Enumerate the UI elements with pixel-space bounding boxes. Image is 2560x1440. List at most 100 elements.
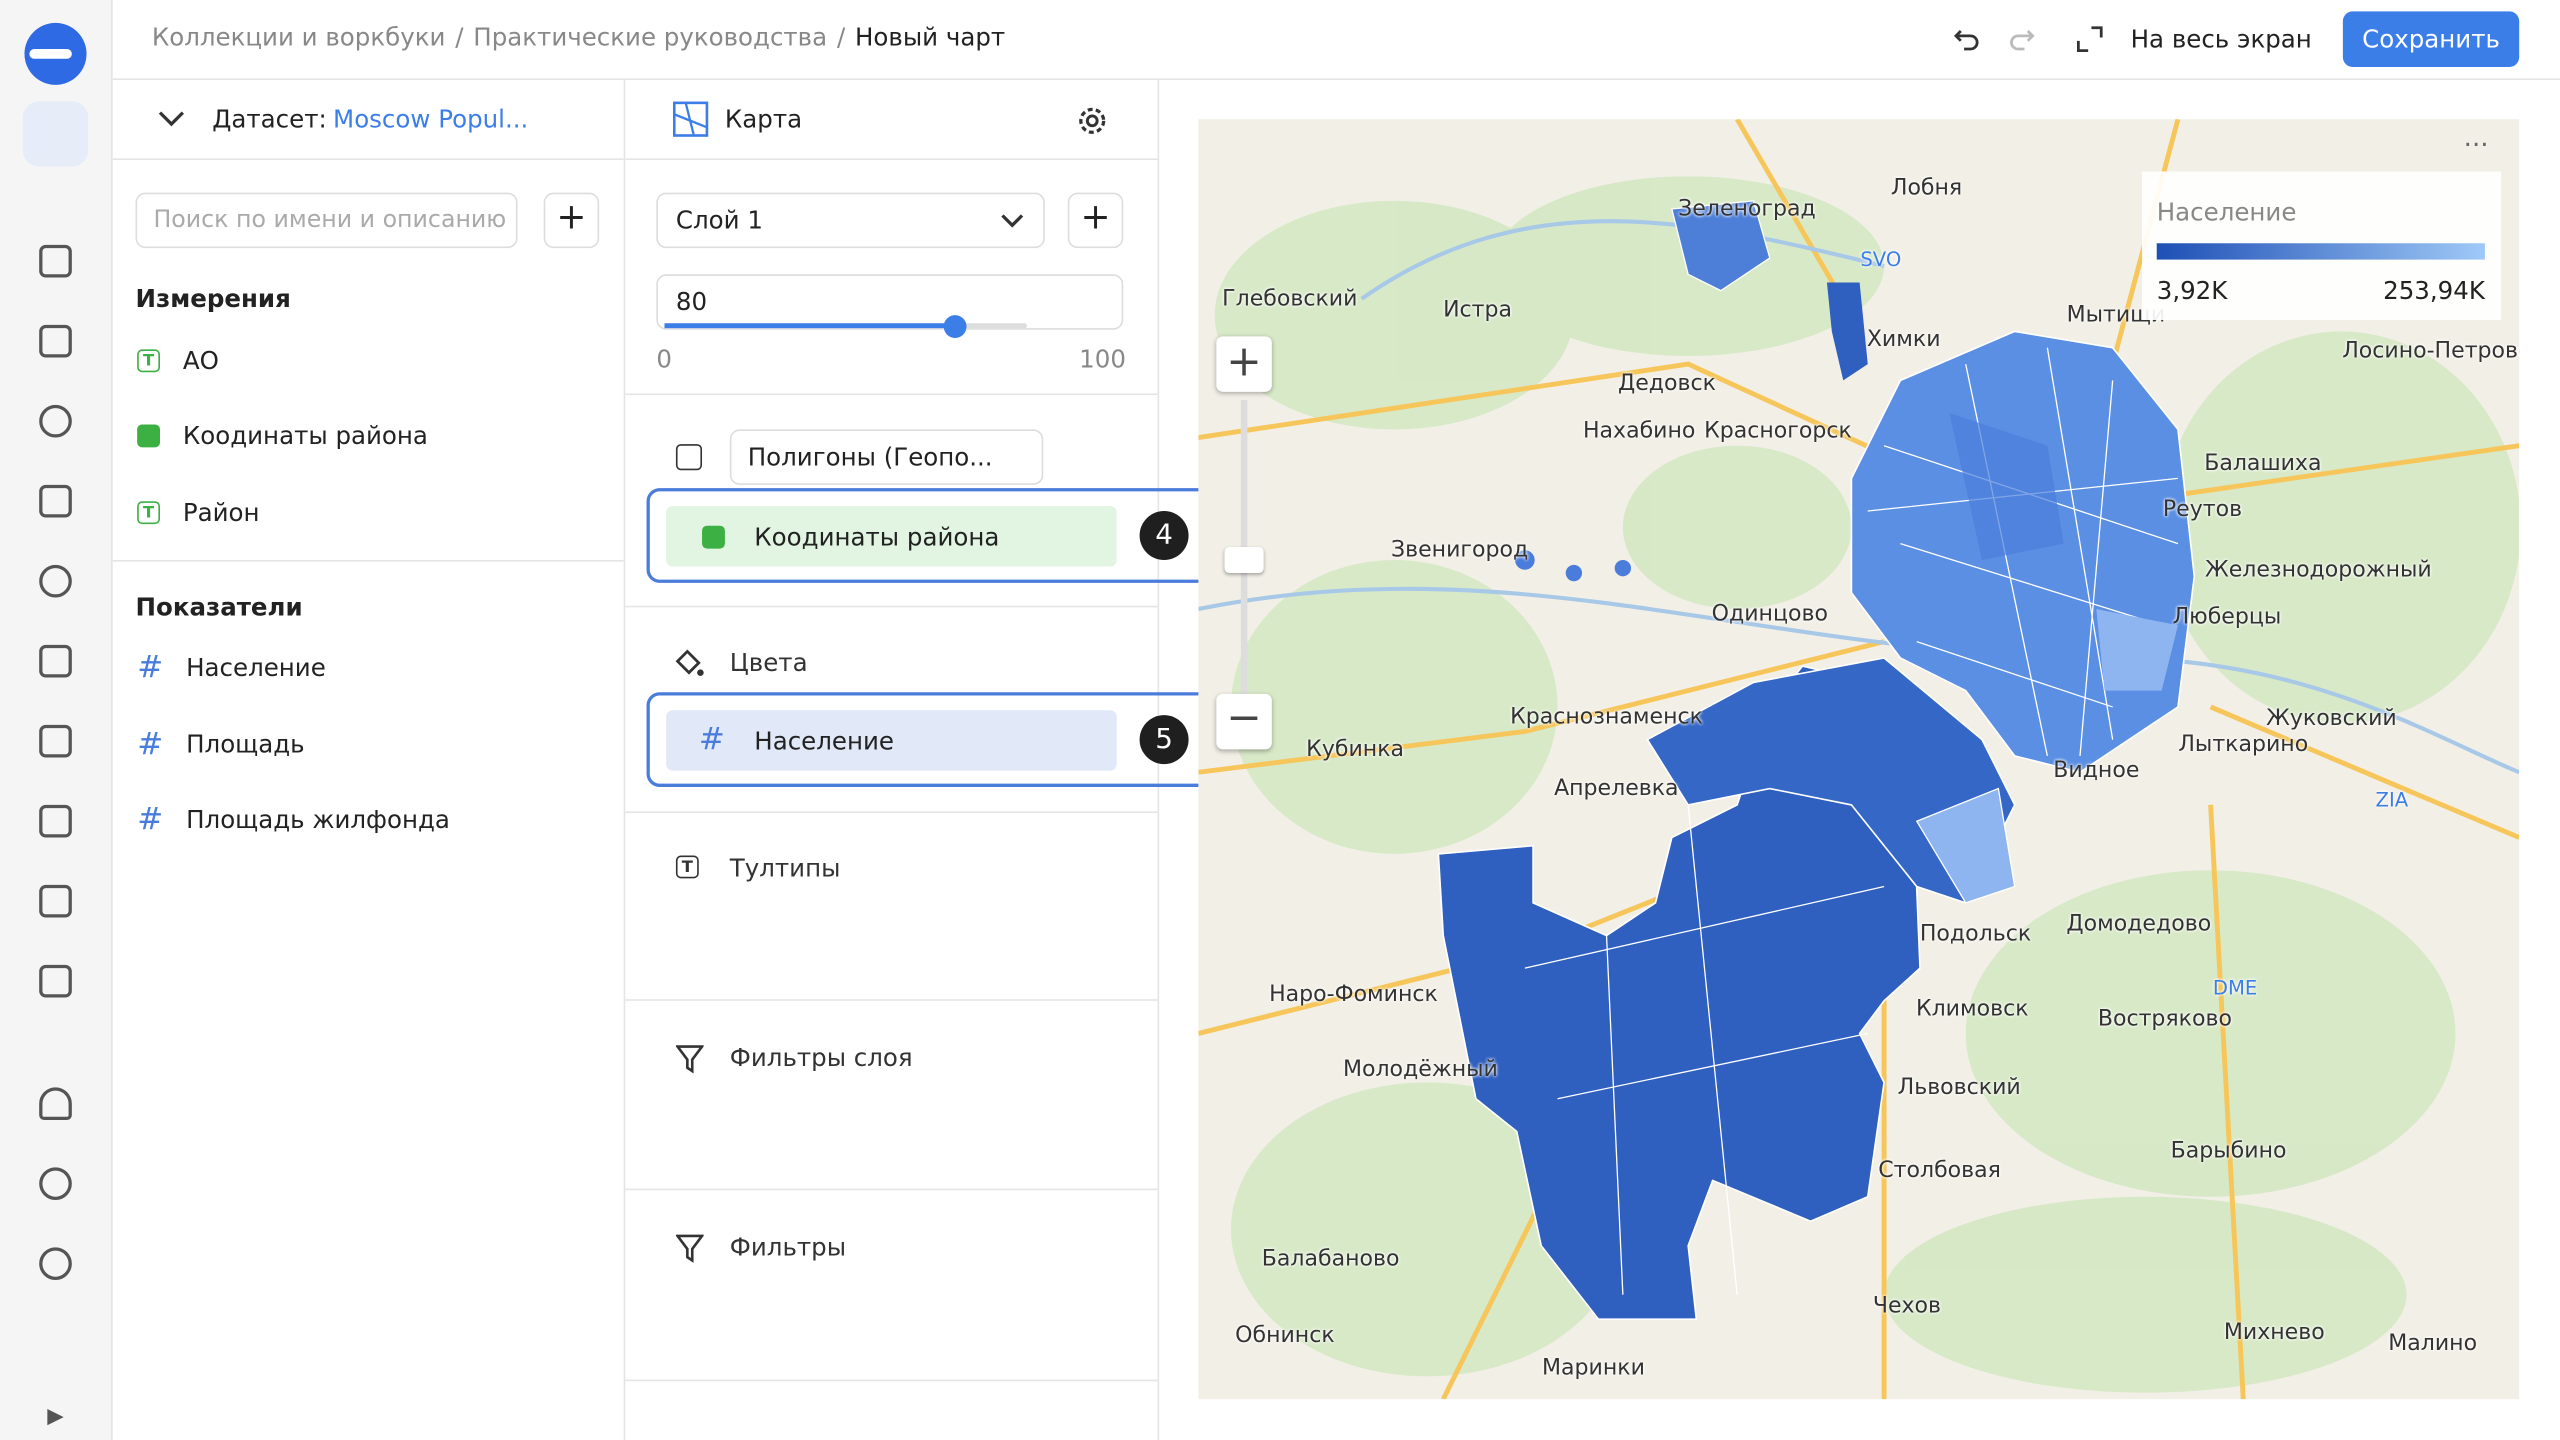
geotype: Полигоны (Геопо... <box>747 442 993 472</box>
dataset-name[interactable]: Moscow Popul... <box>333 104 529 134</box>
zoom-in[interactable]: + <box>1216 336 1272 392</box>
place-label: Львовский <box>1897 1074 2021 1101</box>
separator: / <box>455 22 464 53</box>
colors-field[interactable]: # Население <box>666 710 1117 771</box>
logo[interactable] <box>23 21 88 86</box>
redo-button[interactable] <box>2007 24 2036 53</box>
place-label: Чехов <box>1872 1293 1942 1320</box>
nav-settings[interactable] <box>39 1247 72 1280</box>
opacity-slider[interactable] <box>664 315 1027 338</box>
region-polygons <box>1437 200 2196 1320</box>
place-label: ZIA <box>2375 788 2409 812</box>
header: Коллекции и воркбуки / Практические руков… <box>112 0 2560 80</box>
geotype-select[interactable]: Полигоны (Геопо... <box>729 429 1044 485</box>
slider-fill <box>664 323 955 329</box>
dimension-item[interactable]: Коодинаты района <box>137 421 428 451</box>
visualization-type[interactable]: Карта <box>724 104 803 134</box>
nav-settings-sliders[interactable] <box>39 964 72 998</box>
zoom-out[interactable]: − <box>1216 693 1272 750</box>
layer-name: Слой 1 <box>675 205 763 236</box>
colors-field-name: Население <box>754 726 894 756</box>
dimension-name: Коодинаты района <box>182 421 428 451</box>
nav-notifications[interactable] <box>39 1087 72 1120</box>
place-label: Наро-Фоминск <box>1269 981 1438 1008</box>
place-label: Климовск <box>1915 995 2029 1023</box>
undo-button[interactable] <box>1953 24 1982 53</box>
fullscreen-icon[interactable] <box>2075 24 2104 53</box>
place-label: Домодедово <box>2066 911 2212 938</box>
place-label: Подольск <box>1919 920 2032 947</box>
place-label: SVO <box>1860 248 1902 272</box>
save-button[interactable]: Сохранить <box>2342 11 2520 67</box>
divider <box>625 999 1158 1001</box>
menu-button[interactable] <box>22 101 89 167</box>
polygons-field-name: Коодинаты района <box>754 522 1000 552</box>
divider <box>625 393 1158 396</box>
filter-icon <box>675 1045 704 1074</box>
slider-handle[interactable] <box>943 315 966 338</box>
dataset-toggle[interactable] <box>157 109 186 129</box>
dimension-item[interactable]: T Район <box>137 498 260 527</box>
map-base <box>1198 119 2520 1400</box>
fullscreen-button[interactable]: На весь экран <box>2130 24 2312 54</box>
place-label: Михнево <box>2223 1319 2325 1346</box>
search-input[interactable]: Поиск по имени и описанию <box>135 192 518 249</box>
map[interactable]: Лобня Зеленоград Химки Мытищи Глебовский Истр… <box>1198 119 2520 1400</box>
place-label: Балабаново <box>1261 1245 1400 1272</box>
place-label: Краснознаменск <box>1510 703 1703 730</box>
place-label: Химки <box>1866 326 1941 353</box>
breadcrumb[interactable]: Коллекции и воркбуки <box>151 22 446 53</box>
legend-min: 3,92K <box>2156 275 2228 306</box>
nav-reports[interactable] <box>39 804 72 838</box>
visualization-settings[interactable] <box>1074 103 1110 139</box>
place-label: Малино <box>2388 1330 2478 1357</box>
place-label: Красногорск <box>1704 417 1852 445</box>
measure-item[interactable]: # Площадь <box>137 726 305 763</box>
dimension-item[interactable]: T АО <box>137 346 219 376</box>
map-menu[interactable]: ··· <box>2463 128 2489 160</box>
dataset-label: Датасет: <box>212 104 327 134</box>
measures-title: Показатели <box>135 592 303 623</box>
nav-workbooks[interactable] <box>39 324 72 358</box>
geotype-icon <box>675 444 703 471</box>
opacity-value: 80 <box>675 287 708 317</box>
add-field-button[interactable]: + <box>543 192 600 249</box>
place-label: Одинцово <box>1711 600 1828 627</box>
place-label: Истра <box>1443 297 1513 324</box>
collapse-toggle[interactable] <box>46 1407 66 1427</box>
place-label: Зеленоград <box>1678 195 1816 223</box>
breadcrumb[interactable]: Практические руководства <box>473 22 828 53</box>
divider <box>112 158 624 160</box>
nav-dashboards[interactable] <box>39 724 72 758</box>
layer-filters-title: Фильтры слоя <box>729 1043 913 1073</box>
step-badge: 5 <box>1139 715 1189 765</box>
place-label: Кубинка <box>1306 736 1405 763</box>
nav-datasets[interactable] <box>39 564 72 598</box>
measure-name: Население <box>186 653 326 683</box>
nav-help[interactable] <box>39 1167 72 1200</box>
polygons-field[interactable]: Коодинаты района <box>666 506 1117 567</box>
divider <box>625 605 1158 608</box>
place-label: Обнинск <box>1235 1322 1335 1349</box>
nav-favorites[interactable] <box>39 404 72 438</box>
nav-collections[interactable] <box>39 244 72 278</box>
place-label: Люберцы <box>2172 604 2282 631</box>
divider <box>625 1379 1158 1382</box>
add-layer-button[interactable]: + <box>1067 192 1124 249</box>
opacity-input[interactable]: 80 <box>656 274 1124 330</box>
breadcrumbs: Коллекции и воркбуки / Практические руков… <box>152 23 1005 52</box>
place-label: Жуковский <box>2266 705 2397 732</box>
measure-item[interactable]: # Население <box>137 649 326 686</box>
place-label: Балашиха <box>2204 450 2322 477</box>
zoom-handle[interactable] <box>1224 546 1264 574</box>
nav-connections[interactable] <box>39 484 72 518</box>
filters-title: Фильтры <box>729 1232 847 1263</box>
nav-marketplace[interactable] <box>39 884 72 918</box>
nav-charts[interactable] <box>39 644 72 678</box>
map-type-icon <box>672 101 709 137</box>
opacity-max: 100 <box>1079 344 1126 374</box>
measure-item[interactable]: # Площадь жилфонда <box>137 801 450 838</box>
layer-select[interactable]: Слой 1 <box>656 192 1045 249</box>
